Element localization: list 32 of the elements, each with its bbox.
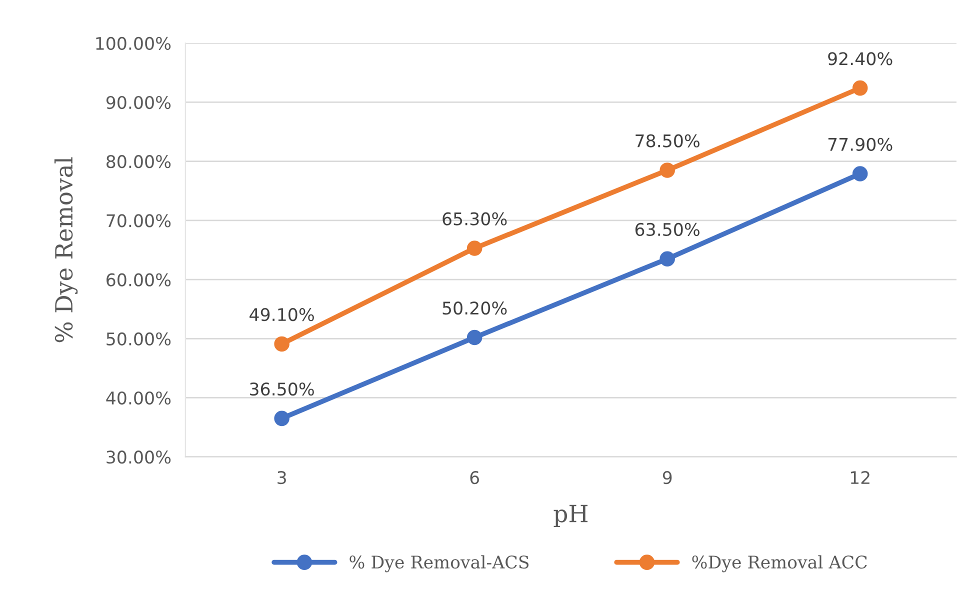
x-tick-label: 6 [470,471,480,484]
point [852,80,868,96]
y-tick-label: 30.00% [106,450,171,464]
y-tick-label: 50.00% [106,332,171,346]
point [274,336,290,352]
data-label: 63.50% [635,222,700,236]
legend-label: % Dye Removal-ACS [350,555,529,572]
point [660,251,675,266]
point [466,240,482,256]
data-label: 65.30% [442,212,507,226]
point [660,162,675,178]
x-tick-label: 9 [662,471,672,484]
data-label: 78.50% [636,134,700,148]
y-tick-label: 80.00% [106,155,171,168]
data-label: 36.50% [250,382,314,396]
y-tick-label: 60.00% [106,273,171,286]
point [852,166,868,182]
legend-label: %Dye Removal ACC [692,555,867,572]
data-label: 77.90% [828,138,892,151]
data-label: 50.20% [442,302,507,315]
x-tick-label: 3 [278,471,286,484]
y-tick-label: 100.00% [96,36,171,50]
y-tick-label: 90.00% [106,96,171,110]
data-label: 49.10% [250,308,314,322]
y-axis-title: % Dye Removal [54,157,78,342]
data-label: 92.40% [828,52,892,66]
x-tick-label: 12 [850,471,870,484]
y-tick-label: 70.00% [106,214,171,228]
point [274,410,290,426]
point [466,330,482,346]
x-axis-title: pH [554,504,588,528]
y-tick-label: 40.00% [106,391,171,405]
